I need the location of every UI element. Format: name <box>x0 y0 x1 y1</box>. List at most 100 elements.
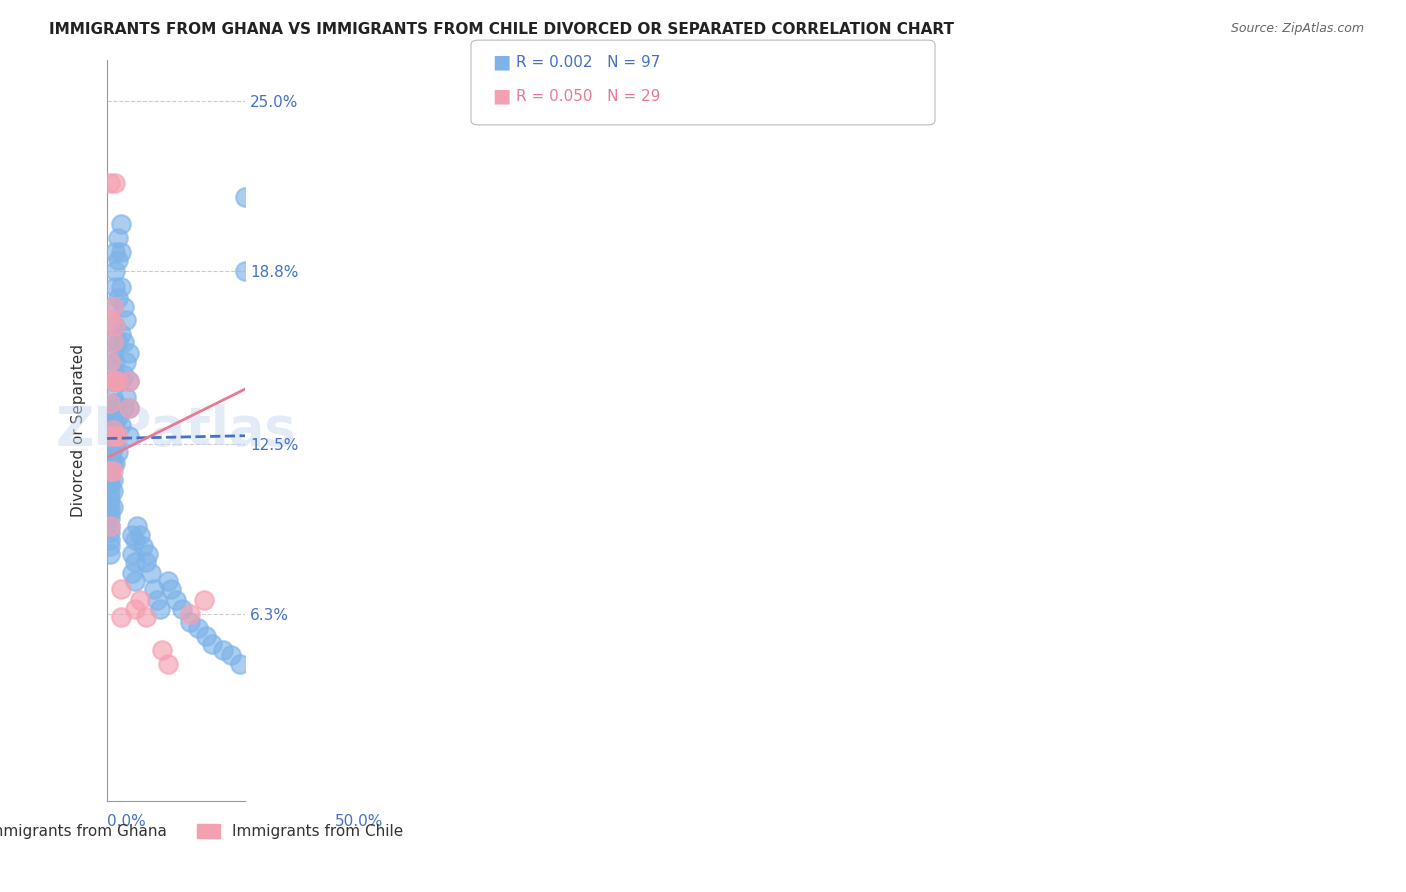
Point <box>98 539 121 553</box>
Point <box>110 327 132 342</box>
Point <box>121 547 143 561</box>
Point <box>101 456 124 470</box>
Point <box>101 300 124 314</box>
Point <box>104 428 127 442</box>
Point <box>104 318 127 333</box>
Point <box>98 506 121 520</box>
Point <box>104 176 127 190</box>
Point <box>201 637 224 651</box>
Point <box>115 354 138 368</box>
Point <box>98 409 121 424</box>
Point <box>228 657 250 671</box>
Point <box>121 566 143 580</box>
Point <box>110 582 132 597</box>
Point <box>110 417 132 432</box>
Point <box>101 401 124 416</box>
Point <box>107 335 129 350</box>
Point <box>112 368 135 383</box>
Point <box>110 280 132 294</box>
Point <box>118 346 141 360</box>
Point <box>179 607 201 622</box>
Point <box>148 601 170 615</box>
Point <box>107 292 129 306</box>
Point <box>98 465 121 479</box>
Point <box>101 428 124 442</box>
Point <box>156 574 179 589</box>
Point <box>101 374 124 388</box>
Point <box>118 401 141 416</box>
Point <box>118 401 141 416</box>
Point <box>195 629 218 643</box>
Point <box>101 346 124 360</box>
Text: ■: ■ <box>492 87 510 106</box>
Point <box>132 539 155 553</box>
Point <box>101 473 124 487</box>
Point <box>98 176 121 190</box>
Point <box>107 374 129 388</box>
Point <box>193 593 215 607</box>
Point <box>98 473 121 487</box>
Point <box>101 442 124 457</box>
Text: ZIPatlas: ZIPatlas <box>56 404 297 456</box>
Point <box>112 335 135 350</box>
Point <box>98 428 121 442</box>
Point <box>179 615 201 630</box>
Text: R = 0.050   N = 29: R = 0.050 N = 29 <box>516 89 661 103</box>
Point <box>101 390 124 404</box>
Point <box>98 423 121 437</box>
Point <box>165 593 187 607</box>
Point <box>101 423 124 437</box>
Point <box>104 374 127 388</box>
Point <box>135 610 157 624</box>
Text: Source: ZipAtlas.com: Source: ZipAtlas.com <box>1230 22 1364 36</box>
Point <box>150 643 173 657</box>
Point <box>101 500 124 515</box>
Point <box>104 318 127 333</box>
Point <box>98 533 121 547</box>
Point <box>107 231 129 245</box>
Point <box>141 566 163 580</box>
Point <box>98 445 121 459</box>
Point <box>104 396 127 410</box>
Point <box>143 582 166 597</box>
Point <box>118 428 141 442</box>
Point <box>104 354 127 368</box>
Text: 0.0%: 0.0% <box>107 814 146 830</box>
Point <box>98 313 121 327</box>
Point <box>135 555 157 569</box>
Point <box>124 555 146 569</box>
Point <box>98 519 121 533</box>
Point <box>98 437 121 451</box>
Point <box>107 428 129 442</box>
Point <box>115 313 138 327</box>
Point <box>107 374 129 388</box>
Point <box>98 500 121 515</box>
Point <box>98 450 121 465</box>
Point <box>124 601 146 615</box>
Point <box>124 574 146 589</box>
Point <box>127 519 149 533</box>
Point <box>110 374 132 388</box>
Point <box>101 374 124 388</box>
Point <box>107 253 129 268</box>
Point <box>101 335 124 350</box>
Point <box>104 244 127 259</box>
Point <box>98 437 121 451</box>
Point <box>104 417 127 432</box>
Point <box>98 465 121 479</box>
Point <box>98 524 121 539</box>
Y-axis label: Divorced or Separated: Divorced or Separated <box>72 343 86 516</box>
Point <box>101 335 124 350</box>
Point <box>118 374 141 388</box>
Point <box>138 547 160 561</box>
Point <box>98 519 121 533</box>
Point <box>112 300 135 314</box>
Point <box>98 478 121 492</box>
Point <box>112 401 135 416</box>
Point <box>124 533 146 547</box>
Point <box>98 511 121 525</box>
Point <box>233 264 256 278</box>
Point <box>101 363 124 377</box>
Point <box>110 610 132 624</box>
Point <box>104 280 127 294</box>
